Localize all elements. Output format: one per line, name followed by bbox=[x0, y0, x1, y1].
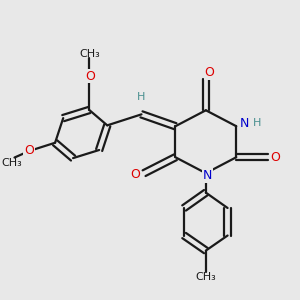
Text: CH₃: CH₃ bbox=[196, 272, 216, 282]
Text: O: O bbox=[204, 66, 214, 79]
Text: N: N bbox=[202, 169, 212, 182]
Text: N: N bbox=[239, 117, 249, 130]
Text: O: O bbox=[271, 151, 281, 164]
Text: O: O bbox=[130, 168, 140, 181]
Text: H: H bbox=[253, 118, 262, 128]
Text: CH₃: CH₃ bbox=[80, 49, 101, 59]
Text: CH₃: CH₃ bbox=[1, 158, 22, 168]
Text: H: H bbox=[136, 92, 145, 102]
Text: O: O bbox=[85, 70, 95, 83]
Text: O: O bbox=[24, 144, 34, 157]
